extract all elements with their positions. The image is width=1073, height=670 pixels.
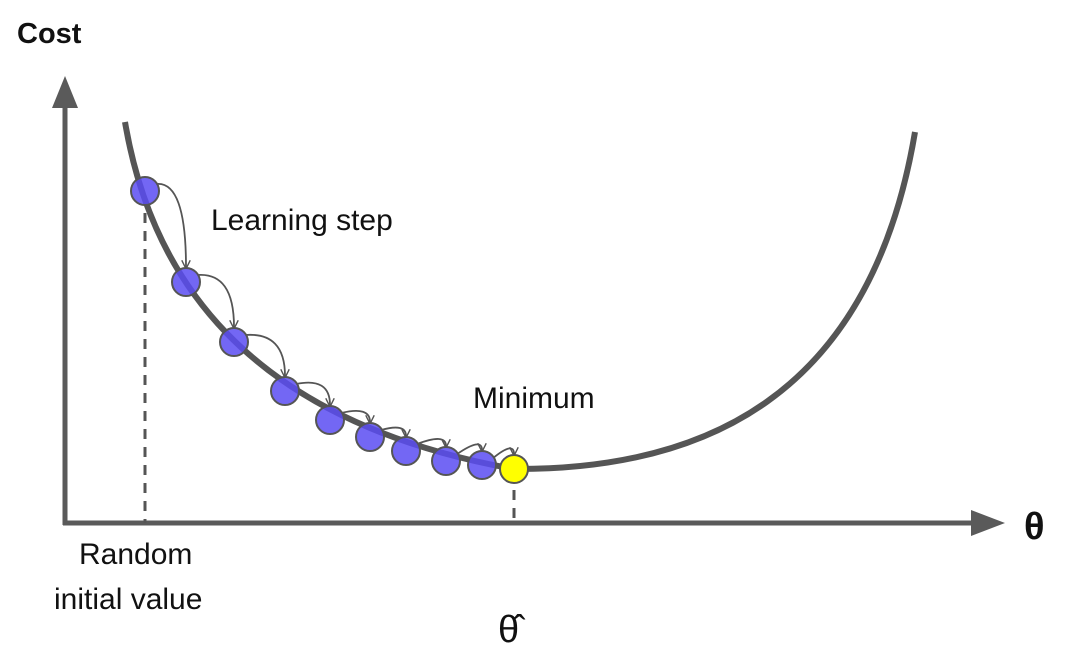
step-point <box>270 376 300 406</box>
step-point <box>171 267 201 297</box>
learning-step-arrow <box>296 381 330 405</box>
step-point <box>315 405 345 435</box>
learning-step-arrow <box>492 448 514 459</box>
learning-step-arrow <box>197 274 234 327</box>
minimum-label: Minimum <box>473 382 595 415</box>
random-initial-value-line1: Random <box>79 538 193 571</box>
random-initial-value-line2: initial value <box>54 583 203 616</box>
learning-step-arrow <box>245 334 285 376</box>
learning-step-arrow <box>340 410 370 422</box>
step-point <box>431 446 461 476</box>
x-axis-arrowhead <box>971 510 1005 536</box>
theta-hat-label: θ̂ <box>498 609 520 651</box>
y-axis-arrowhead <box>52 76 78 108</box>
learning-step-arrow <box>456 444 482 455</box>
step-point <box>391 436 421 466</box>
learning-step-label: Learning step <box>211 204 393 237</box>
learning-step-arrow <box>416 438 446 446</box>
step-point <box>219 327 249 357</box>
step-point <box>130 176 160 206</box>
step-point <box>355 422 385 452</box>
minimum-point <box>499 454 529 484</box>
step-point <box>467 450 497 480</box>
learning-step-arrow <box>380 426 406 436</box>
learning-step-arrow <box>156 183 186 267</box>
x-axis-label: θ <box>1024 506 1045 548</box>
y-axis-label: Cost <box>17 18 82 50</box>
